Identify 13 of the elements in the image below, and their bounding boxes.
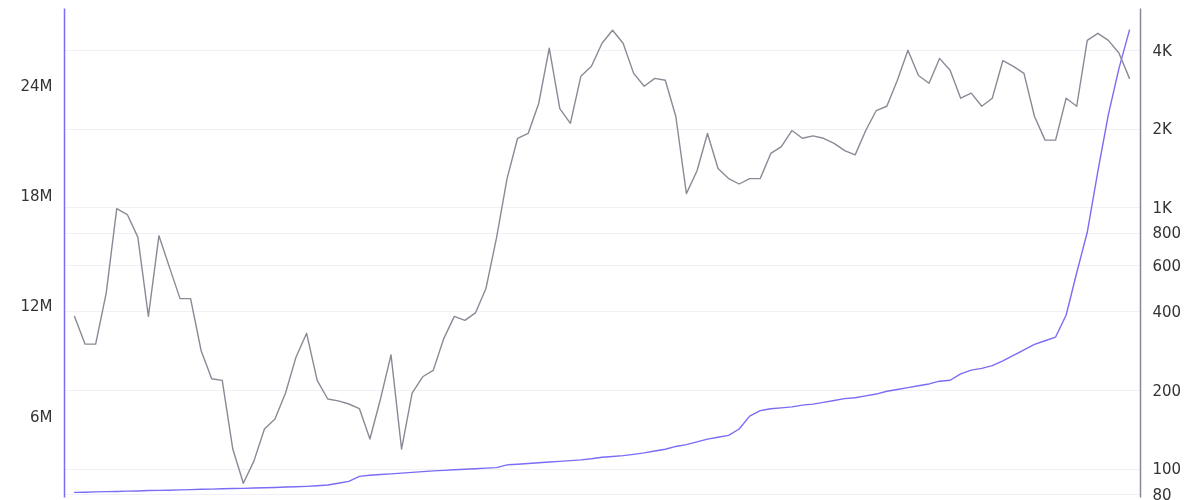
- y2-tick-label: 2K: [1152, 120, 1174, 139]
- y2-tick-label: 4K: [1152, 41, 1174, 60]
- y2-tick-label: 200: [1152, 381, 1182, 400]
- y2-tick-label: 400: [1152, 302, 1182, 321]
- y2-tick-label: 1K: [1152, 198, 1174, 217]
- y2-tick-label: 80: [1152, 485, 1172, 500]
- y2-tick-label: 800: [1152, 224, 1182, 243]
- y-tick-label: 24M: [20, 76, 53, 95]
- y-tick-label: 6M: [30, 407, 53, 426]
- y2-tick-label: 600: [1152, 256, 1182, 275]
- y-tick-label: 12M: [20, 297, 53, 316]
- y-tick-label: 18M: [20, 187, 53, 206]
- y2-tick-label: 100: [1152, 460, 1182, 479]
